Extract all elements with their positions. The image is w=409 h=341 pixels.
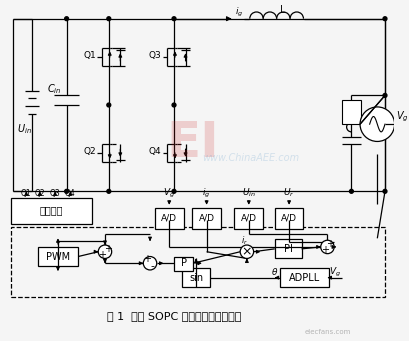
Text: $V_g$: $V_g$: [329, 266, 341, 279]
Text: $i_r$: $i_r$: [241, 235, 249, 248]
Bar: [234, 208, 263, 229]
Text: 驱动电路: 驱动电路: [40, 206, 63, 216]
Bar: [38, 247, 78, 266]
Text: A/D: A/D: [199, 214, 215, 223]
Text: Q4: Q4: [65, 189, 76, 198]
Text: -: -: [151, 261, 155, 271]
Bar: [182, 268, 211, 287]
Circle shape: [65, 189, 69, 193]
Text: $C_{in}$: $C_{in}$: [47, 82, 61, 95]
Text: Q1: Q1: [83, 51, 96, 60]
Text: www.ChinaAEE.com: www.ChinaAEE.com: [202, 153, 299, 163]
Circle shape: [143, 256, 157, 270]
Text: A/D: A/D: [281, 214, 297, 223]
Bar: [11, 227, 385, 297]
Circle shape: [107, 189, 111, 193]
Text: $U_{in}$: $U_{in}$: [17, 122, 32, 136]
Text: $\theta$: $\theta$: [271, 266, 279, 277]
Text: Q1: Q1: [21, 189, 31, 198]
Circle shape: [321, 240, 334, 254]
Text: $V_g$: $V_g$: [396, 109, 409, 124]
Circle shape: [240, 245, 254, 258]
Text: P: P: [181, 258, 187, 268]
Text: PI: PI: [284, 244, 292, 254]
Bar: [174, 256, 193, 271]
Text: $i_g$: $i_g$: [235, 5, 243, 18]
Circle shape: [360, 107, 395, 142]
Text: L: L: [280, 5, 285, 15]
Circle shape: [65, 17, 69, 20]
Text: EI: EI: [167, 119, 220, 167]
Text: A/D: A/D: [241, 214, 257, 223]
Text: Q2: Q2: [34, 189, 45, 198]
Circle shape: [107, 17, 111, 20]
Circle shape: [172, 189, 176, 193]
Text: sin: sin: [189, 273, 203, 283]
Circle shape: [383, 17, 387, 20]
Text: A/D: A/D: [161, 214, 177, 223]
Text: Q3: Q3: [50, 189, 61, 198]
Text: +: +: [104, 244, 112, 254]
Circle shape: [383, 93, 387, 97]
Text: 图 1  基于 SOPC 的并网逆变器新架构: 图 1 基于 SOPC 的并网逆变器新架构: [107, 311, 241, 321]
Bar: [11, 198, 92, 224]
Text: ×: ×: [242, 245, 252, 258]
Circle shape: [107, 103, 111, 107]
Text: $U_{in}$: $U_{in}$: [242, 187, 256, 199]
Text: +: +: [326, 239, 334, 249]
Text: $i_g$: $i_g$: [202, 187, 211, 200]
Bar: [279, 268, 329, 287]
Circle shape: [350, 189, 353, 193]
Circle shape: [172, 17, 176, 20]
Text: Q3: Q3: [148, 51, 161, 60]
Bar: [192, 208, 221, 229]
Text: $U_r$: $U_r$: [283, 187, 295, 199]
Text: +: +: [98, 250, 106, 260]
Text: $V_g$: $V_g$: [163, 187, 175, 200]
Text: +: +: [143, 254, 151, 264]
Circle shape: [98, 245, 112, 258]
Bar: [155, 208, 184, 229]
Bar: [275, 208, 303, 229]
Text: elecfans.com: elecfans.com: [304, 329, 351, 335]
Text: ADPLL: ADPLL: [289, 273, 320, 283]
Text: Q2: Q2: [83, 147, 96, 155]
Circle shape: [172, 103, 176, 107]
Text: PWM: PWM: [46, 252, 70, 262]
Bar: [275, 239, 301, 258]
Text: Q4: Q4: [148, 147, 161, 155]
Circle shape: [383, 189, 387, 193]
Text: +: +: [321, 245, 328, 255]
Bar: [342, 100, 361, 124]
